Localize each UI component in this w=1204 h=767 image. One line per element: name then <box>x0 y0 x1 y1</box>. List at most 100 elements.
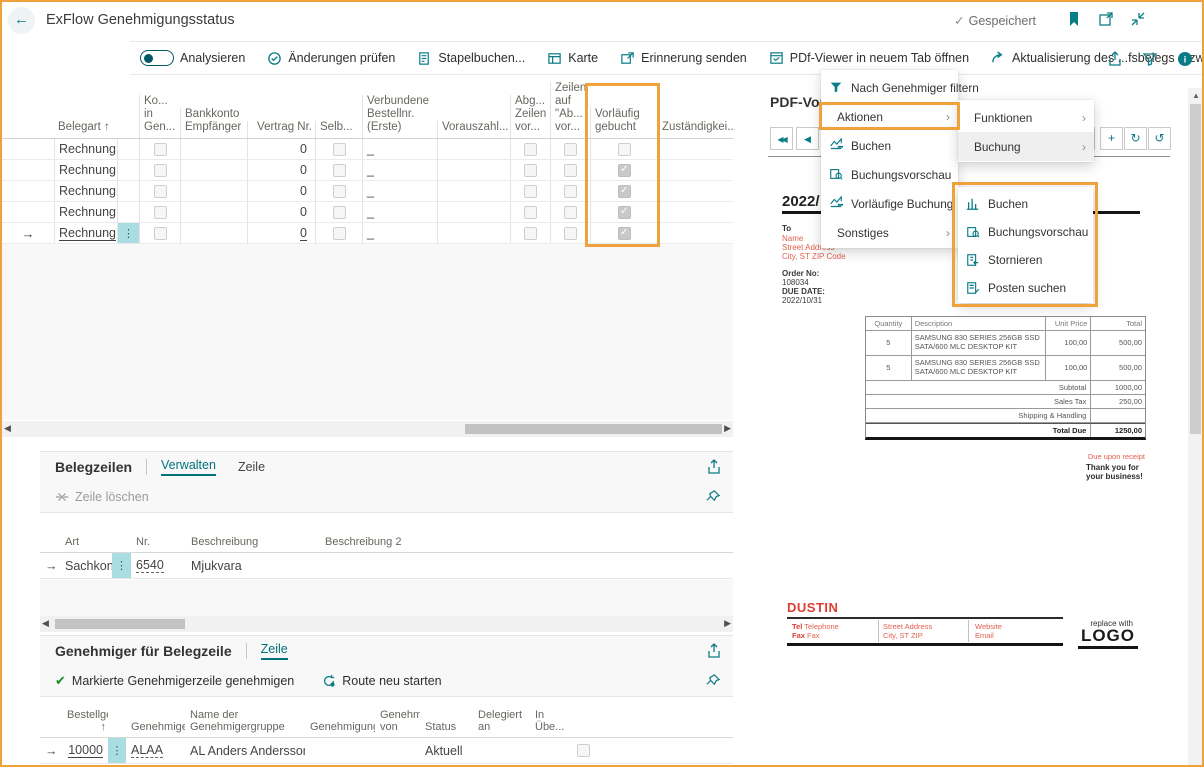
share-icon[interactable] <box>706 642 723 660</box>
col-genehmiger[interactable]: Genehmiger... <box>131 721 185 733</box>
pin-icon[interactable] <box>706 673 723 690</box>
col-in-ube[interactable]: In Übe... <box>535 709 565 733</box>
check-changes-button[interactable]: Änderungen prüfen <box>267 51 395 66</box>
vorlaufig-gebucht-checkbox[interactable] <box>617 142 631 156</box>
analyze-toggle[interactable]: Analysieren <box>140 50 245 66</box>
scroll-left-icon[interactable]: ◀ <box>42 618 49 628</box>
first-page-button[interactable]: ◀◀ <box>770 127 793 150</box>
col-belegart[interactable]: Belegart ↑ <box>58 121 110 133</box>
submenu-item-buchung[interactable]: Buchung › <box>958 132 1094 161</box>
grid-row-1[interactable]: → Rechnung ⋮ 0 _ <box>2 139 733 160</box>
checkbox[interactable] <box>153 226 167 240</box>
col-genehmigungsdatum[interactable]: Genehmigungsda... <box>310 721 375 733</box>
checkbox[interactable] <box>564 205 577 219</box>
vorlaufig-gebucht-checkbox[interactable] <box>617 184 631 198</box>
belegzeilen-row[interactable]: → Sachkonto ⋮ 6540 Mjukvara <box>40 553 733 579</box>
col-selb[interactable]: Selb... <box>315 121 362 138</box>
zoom-in-button[interactable]: + <box>1100 127 1123 150</box>
refresh-button[interactable]: ↻ <box>1124 127 1147 150</box>
send-reminder-button[interactable]: Erinnerung senden <box>620 51 747 66</box>
scrollbar-thumb[interactable] <box>1190 104 1201 434</box>
grid-row-5-selected[interactable]: → Rechnung ⋮ 0 _ <box>2 223 733 244</box>
info-icon[interactable]: i <box>1177 51 1192 66</box>
checkbox[interactable] <box>332 142 346 156</box>
grid-row-2[interactable]: → Rechnung ⋮ 0 _ <box>2 160 733 181</box>
reset-button[interactable]: ↺ <box>1148 127 1171 150</box>
scroll-left-icon[interactable]: ◀ <box>4 423 11 433</box>
submenu-item-stornieren[interactable]: Stornieren <box>958 246 1093 274</box>
filter-icon[interactable] <box>1142 51 1158 66</box>
checkbox[interactable] <box>332 205 346 219</box>
pdf-viewer-tab-button[interactable]: PDf-Viewer in neuem Tab öffnen <box>769 51 969 66</box>
pdf-panel-scrollbar[interactable]: ▲ <box>1188 88 1203 765</box>
row-ellipsis-icon[interactable]: ⋮ <box>118 223 139 243</box>
col-vorauszahl[interactable]: Vorauszahl... <box>437 121 510 138</box>
submenu-item-posten-suchen[interactable]: Posten suchen <box>958 274 1093 302</box>
checkbox[interactable] <box>153 205 167 219</box>
checkbox[interactable] <box>153 163 167 177</box>
collapse-icon[interactable] <box>1130 11 1148 29</box>
submenu-item-buchen[interactable]: Buchen <box>958 190 1093 218</box>
grid-row-4[interactable]: → Rechnung ⋮ 0 _ <box>2 202 733 223</box>
back-button[interactable]: ← <box>8 7 35 34</box>
vorlaufig-gebucht-checkbox[interactable] <box>617 226 631 240</box>
scroll-right-icon[interactable]: ▶ <box>724 423 731 433</box>
col-zeilen-auf-ab[interactable]: Zeilen auf "Ab... vor... <box>550 82 590 138</box>
nr-link[interactable]: 6540 <box>136 558 164 573</box>
scroll-right-icon[interactable]: ▶ <box>724 618 731 628</box>
col-zustandigkeit[interactable]: Zuständigkei... <box>657 121 735 138</box>
tab-verwalten[interactable]: Verwalten <box>161 458 216 476</box>
vorlaufig-gebucht-checkbox[interactable] <box>617 205 631 219</box>
checkbox[interactable] <box>153 142 167 156</box>
checkbox[interactable] <box>332 226 346 240</box>
menu-item-buchen[interactable]: Buchen <box>821 131 958 160</box>
col-name-genehmigergruppe[interactable]: Name der Genehmigergruppe <box>190 709 285 733</box>
genehmiger-link[interactable]: ALAA <box>131 743 163 758</box>
col-beschreibung[interactable]: Beschreibung <box>191 536 259 548</box>
checkbox[interactable] <box>524 184 537 198</box>
col-vertrag-nr[interactable]: Vertrag Nr. <box>247 121 315 138</box>
checkbox[interactable] <box>332 184 346 198</box>
col-nr[interactable]: Nr. <box>136 536 151 548</box>
checkbox[interactable] <box>564 226 577 240</box>
col-vorlaufig-gebucht[interactable]: Vorläufig gebucht <box>590 108 657 138</box>
menu-item-sonstiges[interactable]: Sonstiges › <box>837 225 950 240</box>
checkbox[interactable] <box>564 142 577 156</box>
menu-item-filter-by-approver[interactable]: Nach Genehmiger filtern <box>821 73 979 102</box>
col-art[interactable]: Art <box>65 536 80 548</box>
col-genehmigt-von[interactable]: Genehmigt von <box>380 709 420 733</box>
checkbox[interactable] <box>564 163 577 177</box>
row-ellipsis-icon[interactable]: ⋮ <box>108 738 126 763</box>
checkbox[interactable] <box>524 226 537 240</box>
col-status[interactable]: Status <box>425 721 457 733</box>
open-in-window-icon[interactable] <box>1098 11 1116 29</box>
tab-zeile[interactable]: Zeile <box>237 460 266 474</box>
col-verbundene-bestellnr[interactable]: Verbundene Bestellnr. (Erste) <box>362 95 437 138</box>
restart-route-button[interactable]: Route neu starten <box>322 674 442 688</box>
tab-zeile[interactable]: Zeile <box>260 642 288 660</box>
checkbox[interactable] <box>524 163 537 177</box>
vorlaufig-gebucht-checkbox[interactable] <box>617 163 631 177</box>
col-delegiert-an[interactable]: Delegiert an <box>478 709 523 733</box>
menu-item-aktionen[interactable]: Aktionen › <box>837 109 950 124</box>
col-bestellgen[interactable]: Bestellgen...↑ <box>67 709 108 733</box>
row-ellipsis-icon[interactable]: ⋮ <box>112 553 131 578</box>
submenu-item-buchungsvorschau[interactable]: Buchungsvorschau <box>958 218 1093 246</box>
genehmiger-row[interactable]: → 10000 ⋮ ALAA AL Anders Andersson Aktue… <box>40 738 733 764</box>
col-ko-in-gen[interactable]: Ko... in Gen... <box>139 95 180 138</box>
card-button[interactable]: Karte <box>547 51 598 66</box>
col-bankkonto[interactable]: Bankkonto Empfänger <box>180 108 247 138</box>
checkbox[interactable] <box>564 184 577 198</box>
checkbox[interactable] <box>332 163 346 177</box>
grid-row-3[interactable]: → Rechnung ⋮ 0 _ <box>2 181 733 202</box>
grid-horizontal-scrollbar[interactable]: ◀ ▶ <box>2 421 733 437</box>
col-abg-zeilen[interactable]: Abg... Zeilen vor... <box>510 95 550 138</box>
scrollbar-thumb[interactable] <box>465 424 722 434</box>
submenu-item-funktionen[interactable]: Funktionen › <box>974 110 1086 125</box>
bookmark-icon[interactable] <box>1066 11 1084 29</box>
menu-item-vorlaufige-buchung[interactable]: Vorläufige Buchung› <box>821 189 963 218</box>
checkbox[interactable] <box>524 205 537 219</box>
scroll-up-icon[interactable]: ▲ <box>1192 91 1200 100</box>
col-beschreibung2[interactable]: Beschreibung 2 <box>325 536 402 548</box>
share-icon[interactable] <box>706 458 723 476</box>
